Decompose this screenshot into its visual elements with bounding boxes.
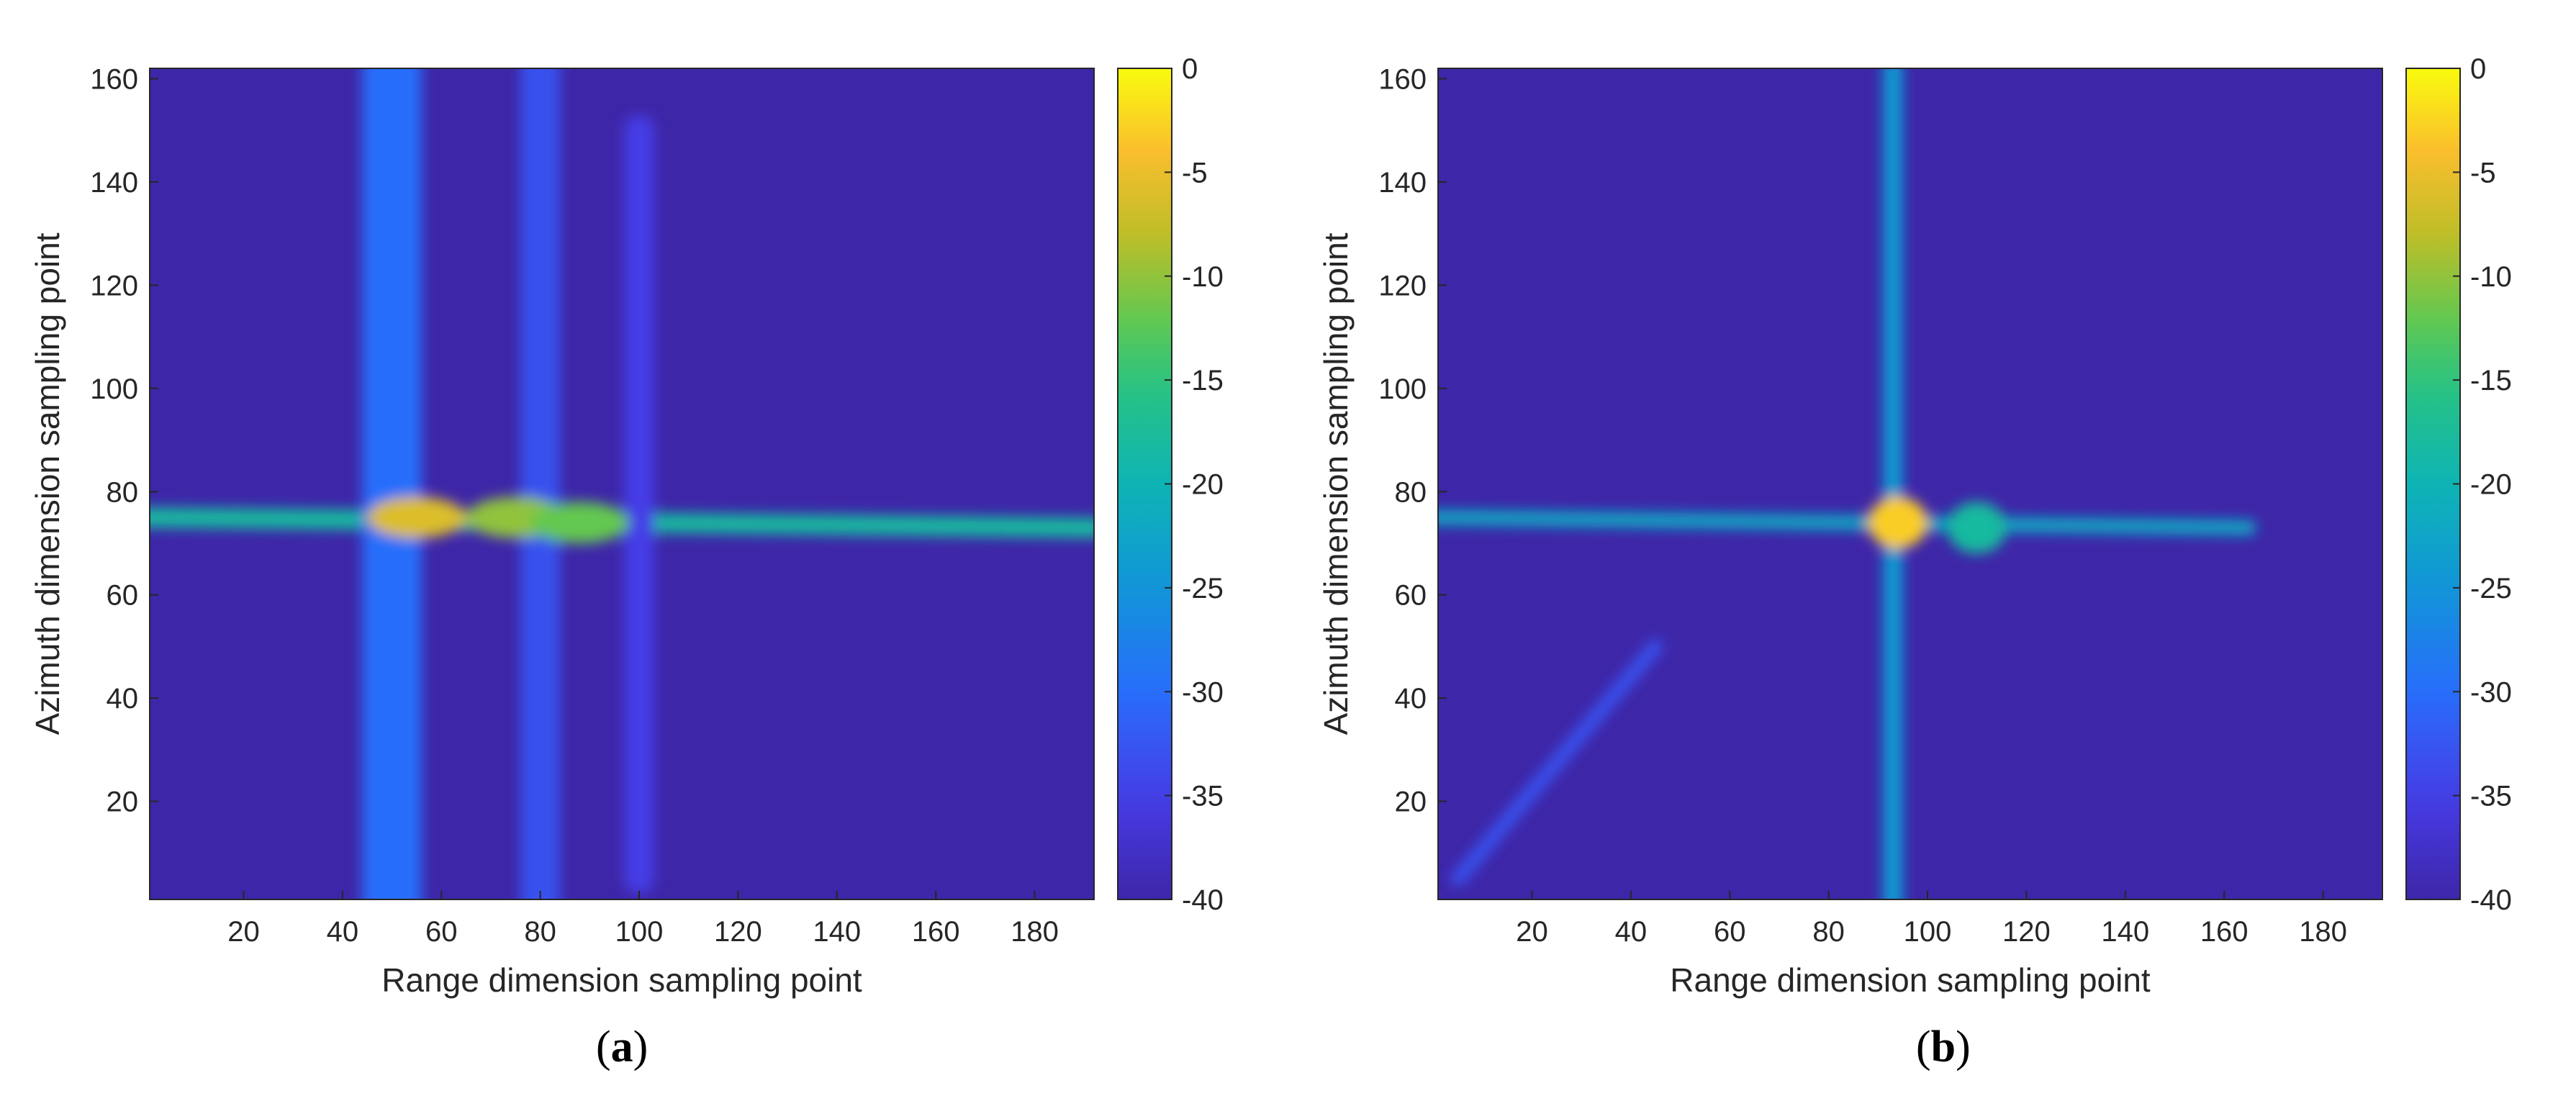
heatmap-chart-a: 20 40 60 80 100 120 140 160 180 20 40 60 80 100 120 140…: [29, 53, 1224, 999]
heatmap-background: [1438, 68, 2382, 899]
x-tick-label: 120: [2002, 916, 2051, 948]
y-tick-label: 140: [90, 167, 138, 199]
x-tick-label: 40: [327, 916, 359, 948]
y-tick-label: 40: [1395, 683, 1427, 715]
colorbar-tick-label: -40: [2470, 884, 2512, 916]
x-tick-label: 60: [1714, 916, 1746, 948]
colorbar-tick-label: -5: [1182, 157, 1208, 189]
y-tick-label: 40: [107, 683, 139, 715]
y-tick-label: 20: [107, 786, 139, 818]
heatmap-background: [150, 68, 1094, 899]
heatmap-features: [1438, 68, 2256, 899]
colorbar-tick-label: -40: [1182, 884, 1224, 916]
plot-frame: [149, 68, 1095, 900]
x-tick-label: 100: [1904, 916, 1952, 948]
colorbar-tick-label: 0: [2470, 53, 2486, 85]
figure-panel-b: 20 40 60 80 100 120 140 160 180 20 40 60 80 100 120 140…: [1288, 0, 2576, 1111]
x-axis-label: Range dimension sampling point: [1670, 961, 2151, 999]
plot-frame: [1437, 68, 2383, 900]
x-tick-label: 80: [1812, 916, 1845, 948]
x-tick-label: 180: [2299, 916, 2347, 948]
x-tick-label: 60: [425, 916, 458, 948]
y-tick-label: 20: [1395, 786, 1427, 818]
heatmap-feature-3: [1868, 496, 1928, 549]
y-tick-label: 160: [1378, 63, 1427, 95]
y-tick-label: 140: [1378, 167, 1427, 199]
y-tick-label: 120: [1378, 270, 1427, 301]
y-tick-label: 60: [1395, 580, 1427, 612]
x-tick-label: 20: [1516, 916, 1548, 948]
x-tick-label: 120: [714, 916, 762, 948]
colorbar-tick-label: -35: [1182, 781, 1224, 812]
colorbar-tick-label: -20: [1182, 469, 1224, 501]
colorbar: [2405, 68, 2461, 900]
x-tick-label: 180: [1011, 916, 1059, 948]
y-tick-label: 160: [90, 63, 138, 95]
panel-label-a: (a): [596, 1022, 648, 1071]
y-tick-label: 80: [107, 476, 139, 508]
heatmap-feature-0: [1438, 509, 2256, 535]
colorbar-tick-label: -10: [2470, 261, 2512, 293]
x-tick-label: 100: [615, 916, 664, 948]
x-tick-label: 160: [2200, 916, 2249, 948]
y-tick-label: 60: [107, 580, 139, 612]
heatmap-feature-2: [1450, 639, 1663, 886]
colorbar-tick-label: -5: [2470, 157, 2496, 189]
heatmap-feature-4: [1947, 502, 2007, 554]
colorbar: [1117, 68, 1172, 900]
x-tick-label: 140: [813, 916, 861, 948]
y-tick-label: 100: [1378, 373, 1427, 405]
colorbar-tick-label: -20: [2470, 469, 2512, 501]
colorbar-tick-label: 0: [1182, 53, 1198, 85]
y-tick-label: 120: [90, 270, 138, 301]
heatmap-feature-4: [367, 496, 466, 538]
colorbar-tick-label: -10: [1182, 261, 1224, 293]
x-tick-label: 80: [524, 916, 556, 948]
y-axis-label: Azimuth dimension sampling point: [1317, 232, 1355, 735]
colorbar-tick-label: -30: [2470, 676, 2512, 708]
colorbar-tick-label: -25: [1182, 573, 1224, 604]
x-tick-label: 20: [227, 916, 260, 948]
colorbar-tick-label: -30: [1182, 676, 1224, 708]
x-tick-label: 140: [2101, 916, 2149, 948]
x-tick-label: 40: [1615, 916, 1648, 948]
panel-label-b: (b): [1916, 1022, 1971, 1071]
colorbar-tick-label: -15: [1182, 365, 1224, 396]
y-axis-label: Azimuth dimension sampling point: [29, 232, 66, 735]
heatmap-chart-b: 20 40 60 80 100 120 140 160 180 20 40 60 80 100 120 140…: [1317, 53, 2512, 999]
heatmap-features: [150, 68, 1094, 899]
y-tick-label: 80: [1395, 476, 1427, 508]
colorbar-tick-label: -25: [2470, 573, 2512, 604]
figure-panel-a: 20 40 60 80 100 120 140 160 180 20 40 60 80 100 120 140…: [29, 53, 1224, 1071]
colorbar-tick-label: -35: [2470, 781, 2512, 812]
y-tick-label: 100: [90, 373, 138, 405]
heatmap-feature-6: [530, 502, 630, 543]
colorbar-tick-label: -15: [2470, 365, 2512, 396]
x-axis-label: Range dimension sampling point: [381, 961, 862, 999]
x-tick-label: 160: [912, 916, 960, 948]
